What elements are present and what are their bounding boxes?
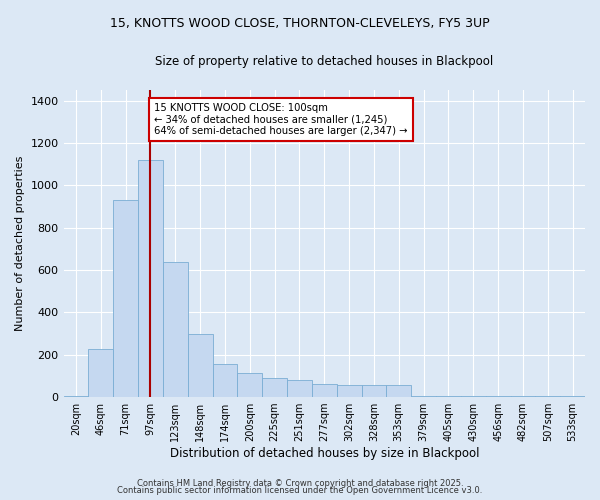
- Bar: [485, 396, 511, 397]
- Text: Contains public sector information licensed under the Open Government Licence v3: Contains public sector information licen…: [118, 486, 482, 495]
- Text: 15 KNOTTS WOOD CLOSE: 100sqm
← 34% of detached houses are smaller (1,245)
64% of: 15 KNOTTS WOOD CLOSE: 100sqm ← 34% of de…: [154, 102, 407, 136]
- Bar: [238, 372, 262, 397]
- Bar: [511, 396, 535, 397]
- Y-axis label: Number of detached properties: Number of detached properties: [15, 156, 25, 331]
- Bar: [386, 386, 411, 397]
- Bar: [188, 334, 212, 397]
- Text: Contains HM Land Registry data © Crown copyright and database right 2025.: Contains HM Land Registry data © Crown c…: [137, 478, 463, 488]
- Bar: [262, 378, 287, 397]
- Bar: [312, 384, 337, 397]
- Bar: [88, 350, 113, 397]
- Bar: [287, 380, 312, 397]
- Bar: [362, 386, 386, 397]
- Bar: [64, 396, 88, 397]
- Bar: [212, 364, 238, 397]
- Bar: [163, 262, 188, 397]
- Bar: [535, 396, 560, 397]
- Bar: [113, 200, 138, 397]
- Bar: [560, 396, 585, 397]
- Bar: [461, 396, 485, 397]
- Text: 15, KNOTTS WOOD CLOSE, THORNTON-CLEVELEYS, FY5 3UP: 15, KNOTTS WOOD CLOSE, THORNTON-CLEVELEY…: [110, 18, 490, 30]
- Bar: [436, 396, 461, 397]
- Bar: [411, 396, 436, 397]
- Title: Size of property relative to detached houses in Blackpool: Size of property relative to detached ho…: [155, 55, 493, 68]
- Bar: [138, 160, 163, 397]
- Bar: [337, 386, 362, 397]
- X-axis label: Distribution of detached houses by size in Blackpool: Distribution of detached houses by size …: [170, 447, 479, 460]
